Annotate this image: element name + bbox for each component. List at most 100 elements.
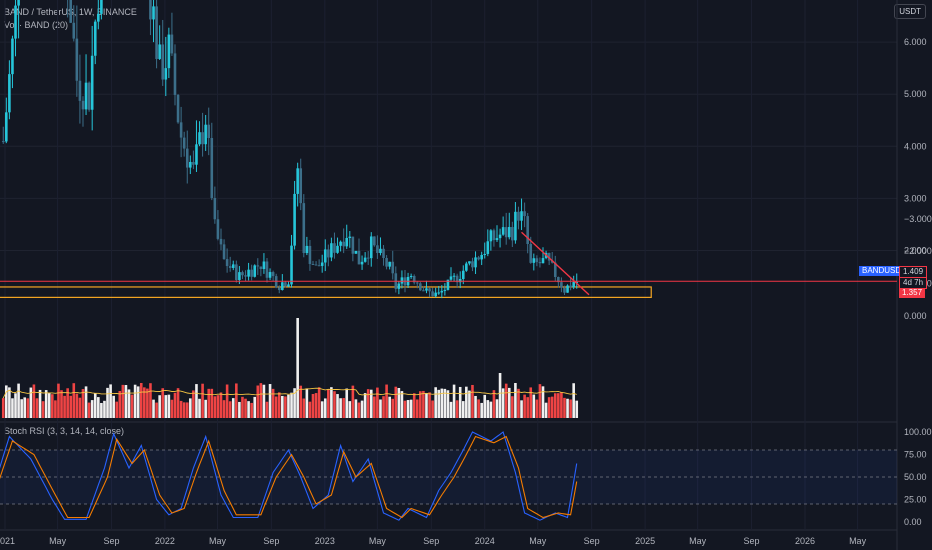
rsi-tick-label: 100.00 [904,427,932,437]
candle [351,236,355,254]
volume-bar [575,400,579,418]
x-tick-label: Sep [103,536,119,546]
volume-bar [440,388,444,418]
candle [440,290,444,293]
volume-bar [14,393,17,418]
candle [97,13,100,22]
candle [189,161,192,168]
candle [259,266,263,269]
volume-bar [541,386,545,418]
x-tick-label: 2021 [0,536,15,546]
candle [379,248,382,254]
candle [523,211,526,217]
volume-bar [139,383,143,418]
volume-bar [35,398,39,418]
candle [520,211,523,221]
volume-bar [566,398,569,418]
candle [428,288,431,292]
candle [8,74,11,113]
candle [357,250,361,265]
volume-bar [483,394,487,418]
volume-bar [290,392,293,418]
candle [167,34,171,69]
candle [155,6,158,59]
volume-bar [397,387,401,418]
candle [314,264,318,266]
volume-bar [78,397,82,418]
candle [339,241,342,246]
volume-bar [369,389,373,418]
volume-bar [446,390,450,418]
volume-bar [124,385,128,418]
volume-bar [400,391,404,418]
candle [72,22,76,39]
candle [498,234,502,239]
candle [360,261,364,265]
candle [241,272,244,276]
candle [572,282,575,288]
candle [443,289,447,291]
candle [547,252,551,261]
currency-button[interactable]: USDT [894,4,926,19]
volume-bar [373,396,376,418]
volume-bar [271,388,275,418]
candle [323,249,327,263]
volume-bar [529,387,533,418]
candle [201,132,204,145]
candle [219,238,223,245]
volume-bar [560,392,563,418]
candle [81,100,85,110]
volume-bar [75,393,79,418]
volume-bars [1,318,579,418]
candle [391,261,395,274]
volume-bar [238,401,241,418]
volume-bar [29,387,33,418]
volume-bar [360,400,364,418]
candle [342,241,345,247]
volume-bar [403,400,407,418]
candle [93,21,97,56]
volume-bar [517,388,520,418]
volume-bar [455,400,459,418]
candle [458,278,462,283]
volume-bar [287,394,290,418]
candle [369,236,373,259]
volume-bar [434,387,437,418]
candle [511,227,514,241]
candle [535,258,539,263]
volume-bar [173,392,177,418]
x-tick-label: Sep [584,536,600,546]
volume-bar [305,388,309,418]
x-tick-label: 2024 [475,536,495,546]
x-tick-label: 2026 [795,536,815,546]
candle [302,203,306,254]
volume-bar [11,398,14,418]
volume-bar [504,383,508,418]
candle [563,287,566,293]
x-tick-label: 2023 [315,536,335,546]
x-tick-label: 2022 [155,536,175,546]
candle [198,132,201,145]
volume-bar [511,396,514,418]
volume-bar [155,402,158,418]
candle [247,269,250,277]
candle [311,263,315,265]
stoch-rsi-lines [0,431,897,521]
volume-bar [198,398,201,418]
volume-bar [231,398,235,418]
volume-bar [308,401,312,418]
candle [231,264,235,268]
volume-bar [213,396,217,418]
volume-bar [69,395,73,418]
candle [182,137,186,149]
candle [385,257,388,267]
candle [538,262,542,264]
volume-bar [474,395,477,418]
volume-bar [557,393,560,418]
volume-bar [118,390,122,418]
candle [1,141,5,143]
volume-bar [130,394,134,418]
candles [1,0,579,299]
candle [204,124,207,145]
